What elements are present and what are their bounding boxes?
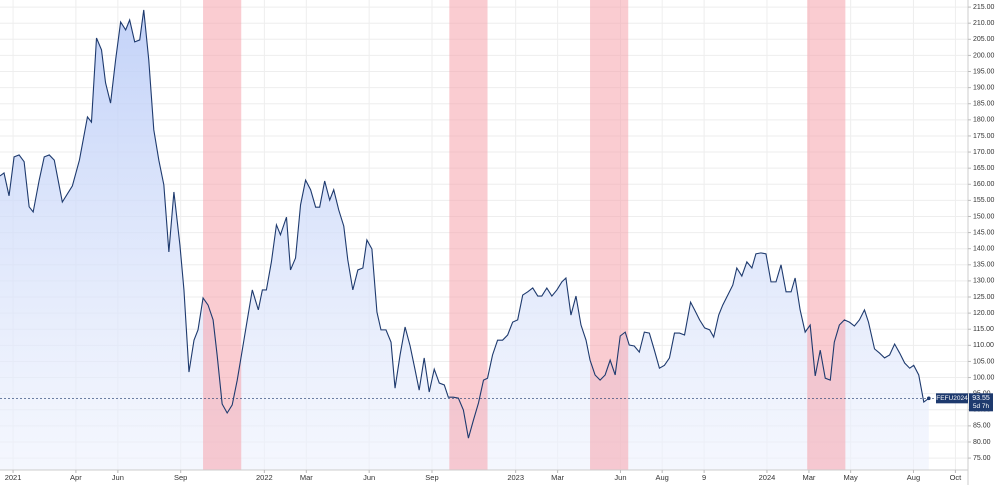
y-tick-label: 175.00 bbox=[973, 133, 995, 140]
highlight-band bbox=[449, 0, 488, 470]
y-tick-label: 155.00 bbox=[973, 197, 995, 204]
y-tick-label: 135.00 bbox=[973, 262, 995, 269]
x-tick-label: Aug bbox=[655, 473, 668, 482]
y-tick-label: 130.00 bbox=[973, 278, 995, 285]
y-tick-label: 80.00 bbox=[973, 439, 991, 446]
y-tick-label: 115.00 bbox=[973, 326, 994, 333]
y-tick-label: 170.00 bbox=[973, 149, 995, 156]
price-line bbox=[0, 9, 930, 439]
series-tag: FEFU2024 bbox=[936, 395, 968, 402]
highlight-band bbox=[807, 0, 846, 470]
x-tick-label: Oct bbox=[950, 473, 963, 482]
y-tick-label: 190.00 bbox=[973, 84, 995, 91]
highlight-band bbox=[590, 0, 629, 470]
y-tick-label: 120.00 bbox=[973, 310, 995, 317]
y-tick-label: 195.00 bbox=[973, 68, 995, 75]
y-tick-label: 180.00 bbox=[973, 117, 995, 124]
last-price: 93.55 bbox=[972, 395, 990, 402]
last-point bbox=[926, 396, 931, 401]
y-tick-label: 210.00 bbox=[973, 20, 995, 27]
x-tick-label: May bbox=[844, 473, 858, 482]
x-tick-label: Jun bbox=[614, 473, 626, 482]
y-tick-label: 185.00 bbox=[973, 101, 995, 108]
x-tick-label: Aug bbox=[907, 473, 920, 482]
x-tick-label: 9 bbox=[702, 473, 706, 482]
y-tick-label: 105.00 bbox=[973, 358, 995, 365]
y-tick-label: 215.00 bbox=[973, 4, 995, 11]
y-tick-label: 145.00 bbox=[973, 229, 995, 236]
y-tick-label: 75.00 bbox=[973, 455, 991, 462]
x-tick-label: Sep bbox=[174, 473, 187, 482]
x-tick-label: Mar bbox=[300, 473, 313, 482]
y-tick-label: 110.00 bbox=[973, 342, 994, 349]
y-tick-label: 85.00 bbox=[973, 423, 991, 430]
area bbox=[0, 9, 929, 471]
y-tick-label: 165.00 bbox=[973, 165, 995, 172]
x-tick-label: 2021 bbox=[5, 473, 22, 482]
y-tick-label: 140.00 bbox=[973, 246, 995, 253]
y-tick-label: 200.00 bbox=[973, 52, 995, 59]
x-tick-label: Sep bbox=[425, 473, 438, 482]
x-tick-label: Jun bbox=[112, 473, 124, 482]
x-tick-label: Mar bbox=[802, 473, 815, 482]
x-tick-label: Jun bbox=[363, 473, 375, 482]
x-tick-label: Apr bbox=[70, 473, 82, 482]
series-tag-bg bbox=[936, 393, 968, 404]
x-tick-label: Mar bbox=[551, 473, 564, 482]
y-tick-label: 205.00 bbox=[973, 36, 995, 43]
y-tick-label: 125.00 bbox=[973, 294, 995, 301]
last-price-bg bbox=[969, 393, 993, 412]
y-tick-label: 100.00 bbox=[973, 374, 995, 381]
x-tick-label: 2023 bbox=[507, 473, 524, 482]
x-tick-label: 2024 bbox=[759, 473, 776, 482]
y-tick-label: 160.00 bbox=[973, 181, 995, 188]
y-tick-label: 150.00 bbox=[973, 213, 995, 220]
countdown: 5d 7h bbox=[973, 403, 990, 410]
x-tick-label: 2022 bbox=[256, 473, 273, 482]
